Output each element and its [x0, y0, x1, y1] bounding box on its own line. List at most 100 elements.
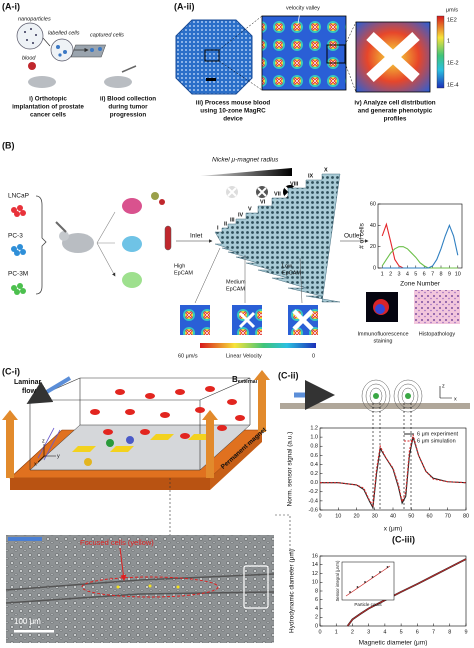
cells: [56, 45, 67, 57]
x-tick-label: 20: [353, 513, 359, 519]
caption: using 10-zone MagRC: [200, 108, 266, 115]
zone-label: IV: [238, 212, 244, 218]
y-tick-label: 0.4: [310, 462, 318, 468]
x-tick-label: 50: [408, 513, 414, 519]
annotation: Focused cells (yellow): [80, 538, 154, 547]
axis-letter: x: [34, 461, 37, 467]
colorbar-max: 60 μm/s: [178, 353, 198, 359]
panel-label: (A-ii): [174, 1, 195, 11]
arrow: [42, 37, 88, 50]
y-tick-label: 6: [315, 597, 318, 603]
axis-letter: x: [454, 396, 457, 402]
y-tick-label: 1.0: [310, 435, 318, 441]
x-axis-label: Magnetic diameter (μm): [359, 640, 428, 647]
inset-x-label: Particle count: [354, 602, 382, 607]
illustration-label: captured cells: [90, 32, 124, 38]
y-tick-label: 1.2: [310, 425, 318, 431]
y-tick-label: -0.2: [309, 489, 318, 495]
tagged-cell: [126, 436, 134, 444]
illustration-label: labelled cells: [48, 30, 80, 36]
zone-label: I: [217, 225, 219, 231]
mouse: [122, 272, 142, 288]
x-tick-label: 9: [464, 629, 467, 635]
y-tick-label: 0.6: [310, 453, 318, 459]
epcam-label: EpCAM: [174, 270, 193, 276]
capture-device: [70, 44, 106, 58]
channel-wall: [5, 573, 275, 604]
caption: implantation of prostate: [12, 104, 84, 111]
annotation: flow: [22, 388, 37, 395]
inset-line: [345, 565, 391, 597]
cell-line: LNCaP: [8, 193, 29, 200]
panel-label: (B): [2, 140, 15, 150]
x-tick-label: 7: [432, 629, 435, 635]
data-line: [381, 246, 458, 269]
device-body: [214, 173, 341, 303]
focused-cells: [116, 584, 180, 589]
caption: ii) Blood collection: [100, 96, 156, 103]
inset-dot: [379, 571, 381, 573]
image-caption: Immunofluorescence: [357, 331, 408, 337]
x-tick-label: 6: [423, 271, 426, 277]
x-tick-label: 5: [400, 629, 403, 635]
annotation: Nickel μ-magnet radius: [212, 157, 279, 164]
x-tick-label: 4: [383, 629, 386, 635]
y-tick-label: 0.2: [310, 471, 318, 477]
x-tick-label: 1: [335, 629, 338, 635]
colorbar-tick: 1E2: [447, 17, 457, 23]
y-tick-label: 0: [373, 265, 376, 271]
zoom-box: [204, 49, 220, 62]
cell: [373, 393, 379, 399]
data-line: [320, 434, 467, 508]
inlet-label: Inlet: [190, 233, 202, 240]
panel-a: (A-i) nanoparticles labelled cells captu…: [2, 1, 459, 122]
zone-label: II: [224, 221, 228, 227]
y-tick-label: 20: [370, 244, 376, 250]
caption: device: [223, 116, 243, 123]
magnet-x: [292, 309, 314, 331]
caption: i) Orthotopic: [29, 96, 67, 103]
y-tick-label: 40: [370, 223, 376, 229]
epcam-label: High: [174, 263, 185, 269]
mouse: [104, 76, 132, 88]
x-tick-label: 60: [426, 513, 432, 519]
panel-label: (C-iii): [392, 534, 415, 544]
mouse: [122, 198, 142, 214]
epcam-label: EpCAM: [226, 286, 245, 292]
zone-label: III: [230, 217, 235, 223]
x-tick-label: 1: [381, 271, 384, 277]
connector: [169, 478, 291, 555]
y-axis-label: Hydrodynamic diameter (μm): [289, 549, 296, 633]
colorbar-min: 0: [312, 353, 315, 359]
micrograph: [6, 535, 274, 643]
permanent-magnet: [10, 478, 210, 490]
x-tick-label: 10: [455, 271, 461, 277]
arrow: [96, 211, 115, 276]
y-axis-label: # of cells: [359, 222, 366, 248]
illustration-label: blood: [22, 55, 36, 61]
mouse: [62, 233, 94, 253]
heatmap: [261, 15, 347, 91]
brace: [35, 195, 47, 295]
leader: [194, 247, 303, 304]
cell-clusters: [11, 205, 26, 295]
tagged-cell: [84, 458, 92, 466]
axis-letter: y: [57, 453, 60, 459]
y-tick-label: 14: [312, 562, 318, 568]
zone-label: IX: [308, 173, 314, 179]
scale-bar: [14, 630, 54, 633]
annotation: velocity valley: [286, 5, 320, 11]
caption: progression: [110, 112, 147, 119]
y-tick-label: 4: [315, 606, 318, 612]
epcam-label: Low: [282, 263, 292, 269]
axis-letter: z: [442, 383, 445, 389]
pointer: [297, 10, 301, 25]
zoom-line: [218, 15, 263, 91]
cell-vessel: [50, 38, 74, 62]
panel-b: (B) Nickel μ-magnet radius LNCaP PC-3 PC…: [2, 140, 463, 359]
zone-label: V: [248, 206, 252, 212]
zone-label: VI: [260, 199, 266, 205]
colorbar-tick: 1E-2: [447, 60, 459, 66]
caption: during tumor: [108, 104, 148, 111]
